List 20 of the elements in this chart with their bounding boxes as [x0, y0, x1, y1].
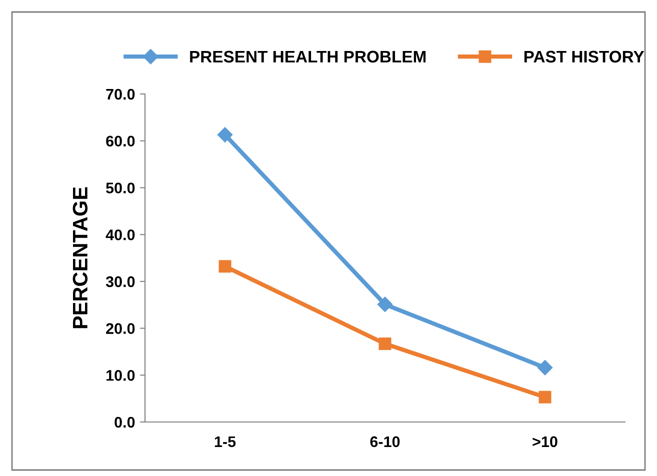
point: [218, 260, 232, 273]
legend-label: PAST HISTORY: [524, 50, 644, 63]
x-tick-label: 1-5: [214, 436, 236, 448]
x-tick-label: 6-10: [370, 436, 400, 448]
y-tick-label: 30.0: [106, 276, 135, 288]
legend-label: PRESENT HEALTH PROBLEM: [190, 50, 426, 63]
point: [538, 390, 552, 404]
x-tick-label: >10: [532, 436, 558, 448]
y-tick-label: 20.0: [106, 323, 135, 334]
y-tick-label: 0.0: [114, 416, 135, 428]
y-axis-title: PERCENTAGE: [72, 187, 88, 328]
point: [378, 338, 392, 350]
y-tick-label: 10.0: [106, 370, 135, 381]
point: [537, 360, 553, 376]
point: [377, 296, 393, 312]
y-tick-label: 60.0: [106, 136, 135, 147]
y-tick-label: 70.0: [106, 88, 135, 100]
y-tick-label: 50.0: [106, 182, 135, 194]
point: [217, 127, 233, 142]
y-tick-label: 40.0: [106, 229, 135, 240]
